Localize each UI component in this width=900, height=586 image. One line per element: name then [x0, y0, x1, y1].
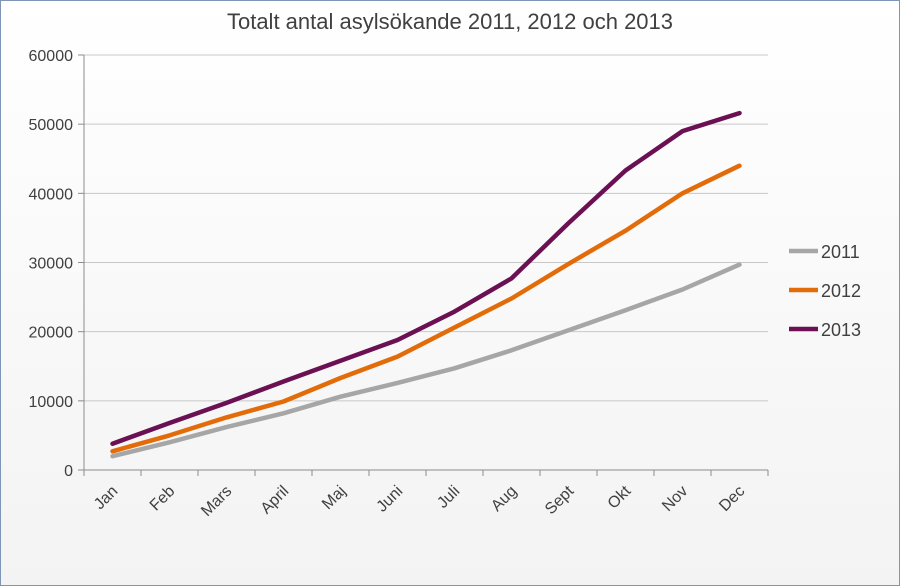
y-tick-label: 30000	[29, 256, 74, 273]
y-tick-label: 20000	[29, 325, 74, 342]
y-tick-label: 40000	[29, 186, 74, 203]
gridlines	[84, 54, 768, 402]
x-tick-label: Dec	[716, 483, 748, 515]
y-tick-label: 0	[64, 463, 73, 480]
legend: 2011 2012 2013	[789, 242, 861, 340]
series-line-2012	[110, 163, 742, 454]
legend-label-2011: 2011	[821, 242, 860, 262]
x-tick-label: Okt	[605, 482, 635, 512]
x-tick-label: Maj	[319, 483, 349, 513]
chart-title: Totalt antal asylsökande 2011, 2012 och …	[226, 9, 674, 34]
x-tick-label: Aug	[488, 483, 520, 515]
x-tick-label: April	[258, 483, 293, 518]
series-line-2011	[110, 262, 742, 459]
x-tick-label: Sept	[542, 482, 578, 518]
y-tick-label: 60000	[29, 48, 74, 65]
x-tick-label: Mars	[198, 483, 235, 520]
series-line-2013	[110, 110, 742, 446]
x-axis-ticks: Jan Feb Mars April Maj Juni Juli Aug Sept Okt Nov D…	[83, 470, 769, 520]
y-tick-label: 50000	[29, 117, 74, 134]
legend-label-2013: 2013	[821, 320, 861, 340]
legend-label-2012: 2012	[821, 281, 861, 301]
x-tick-label: Juli	[434, 483, 463, 512]
x-tick-label: Nov	[659, 483, 691, 515]
y-tick-label: 10000	[29, 394, 74, 411]
y-axis-ticks: 0 10000 20000 30000 40000 50000 60000	[29, 48, 84, 480]
series-lines	[110, 110, 742, 459]
x-tick-label: Jan	[91, 483, 121, 513]
x-tick-label: Feb	[147, 483, 179, 515]
x-tick-label: Juni	[374, 483, 407, 516]
